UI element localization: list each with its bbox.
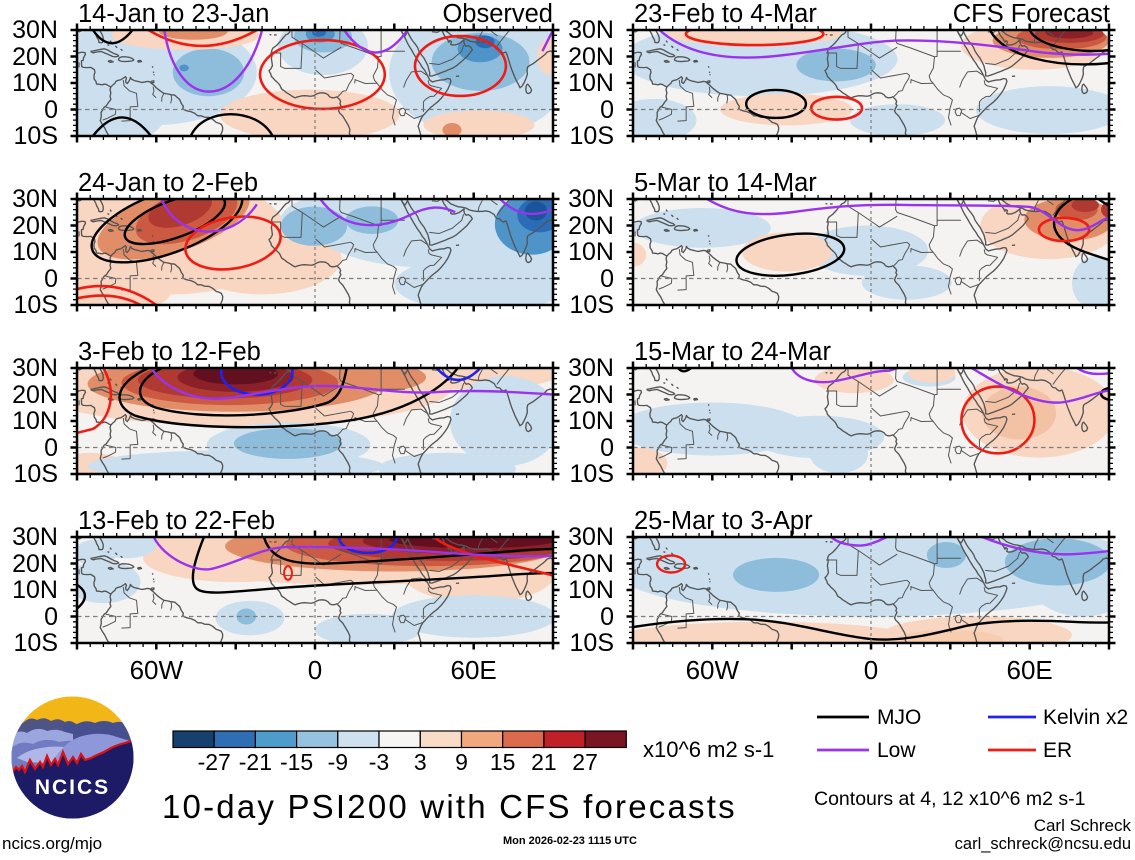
- svg-text:NCICS: NCICS: [35, 776, 110, 799]
